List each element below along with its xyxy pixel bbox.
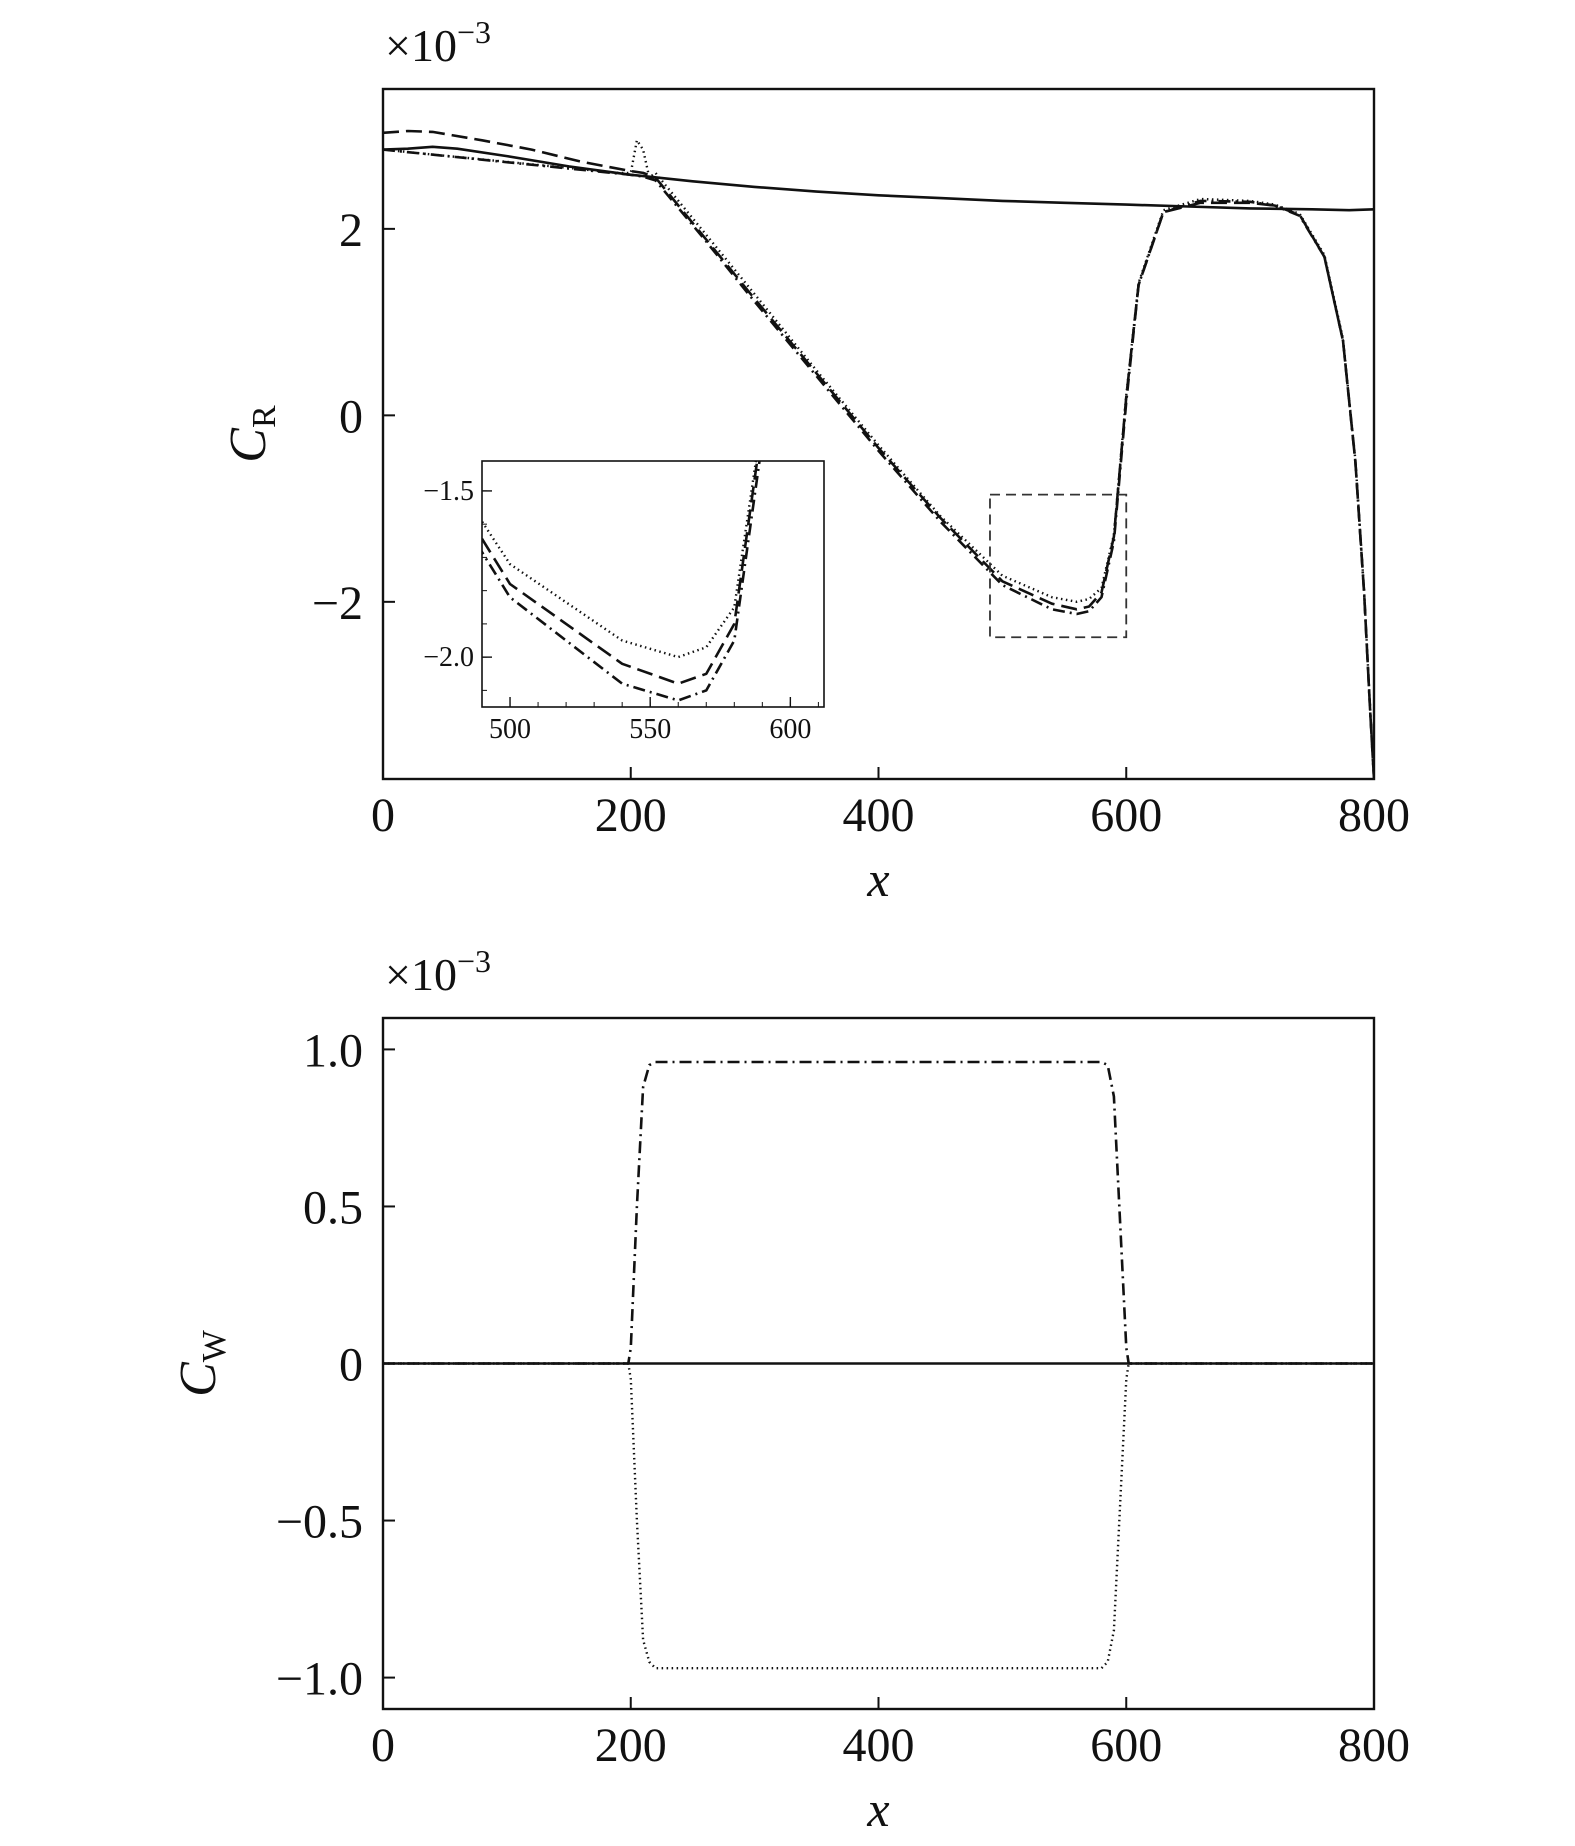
y-tick-label: 1.0 (303, 1024, 363, 1077)
chart-panel-bottom: 0 200 400 600 800 1.0 0.5 0 −0.5 −1.0 ×10−3 x CW (170, 943, 1410, 1837)
series-line-dotted (383, 1362, 1374, 1670)
inset-frame (481, 460, 825, 708)
inset-y-tick-label: −1.5 (423, 476, 474, 507)
y-tick-label: 0.5 (303, 1181, 363, 1234)
axis-exponent-label: ×10−3 (385, 943, 491, 1000)
series-line-solid (383, 145, 1374, 212)
inset-x-tick-label: 550 (629, 714, 671, 745)
y-axis-title-main: C (170, 1361, 227, 1397)
y-tick-label: −0.5 (276, 1496, 363, 1549)
y-tick-label: −1.0 (276, 1653, 363, 1706)
zoom-box (989, 493, 1128, 639)
x-tick-label: 600 (1090, 789, 1162, 842)
x-axis-title: x (866, 1781, 889, 1837)
x-axis-title: x (866, 851, 889, 907)
exponent-base: ×10 (385, 949, 457, 1000)
x-tick-label: 400 (843, 789, 915, 842)
y-axis-title-subscript: R (246, 405, 283, 428)
exponent-power: −3 (457, 943, 491, 979)
y-tick-label: 0 (339, 390, 363, 443)
y-axis-title-subscript: W (196, 1329, 233, 1362)
series-group (383, 1060, 1374, 1670)
y-axis-title: CR (220, 405, 283, 463)
series-line-dashed (383, 129, 1374, 779)
x-tick-label: 400 (843, 1719, 915, 1772)
chart-panel-top: 500 550 600 −1.5 −2.0 0 200 400 600 800 2 0 −2 ×10−3 x… (220, 14, 1410, 907)
inset-background (482, 461, 824, 707)
x-tick-label: 800 (1338, 1719, 1410, 1772)
y-tick-label: 2 (339, 204, 363, 257)
exponent-power: −3 (457, 14, 491, 50)
series-line-dash-dot (383, 1060, 1374, 1365)
exponent-base: ×10 (385, 20, 457, 71)
x-tick-label: 600 (1090, 1719, 1162, 1772)
x-tick-label: 200 (595, 1719, 667, 1772)
axis-exponent-label: ×10−3 (385, 14, 491, 71)
x-tick-label: 800 (1338, 789, 1410, 842)
inset-series-group (482, 461, 761, 702)
x-tick-label: 0 (371, 789, 395, 842)
series-line-dash-dot (383, 148, 1374, 779)
x-tick-label: 0 (371, 1719, 395, 1772)
inset-x-tick-label: 600 (769, 714, 811, 745)
y-axis-title: CW (170, 1329, 233, 1397)
inset-series-line-dash-dot (482, 461, 761, 702)
x-tick-label: 200 (595, 789, 667, 842)
inset-x-tick-label: 500 (489, 714, 531, 745)
y-tick-label: −2 (312, 577, 363, 630)
series-group (383, 129, 1374, 779)
y-axis-title-main: C (220, 427, 277, 463)
y-tick-label: 0 (339, 1339, 363, 1392)
inset-y-tick-label: −2.0 (423, 642, 474, 673)
inset-chart: 500 550 600 −1.5 −2.0 (423, 460, 825, 745)
